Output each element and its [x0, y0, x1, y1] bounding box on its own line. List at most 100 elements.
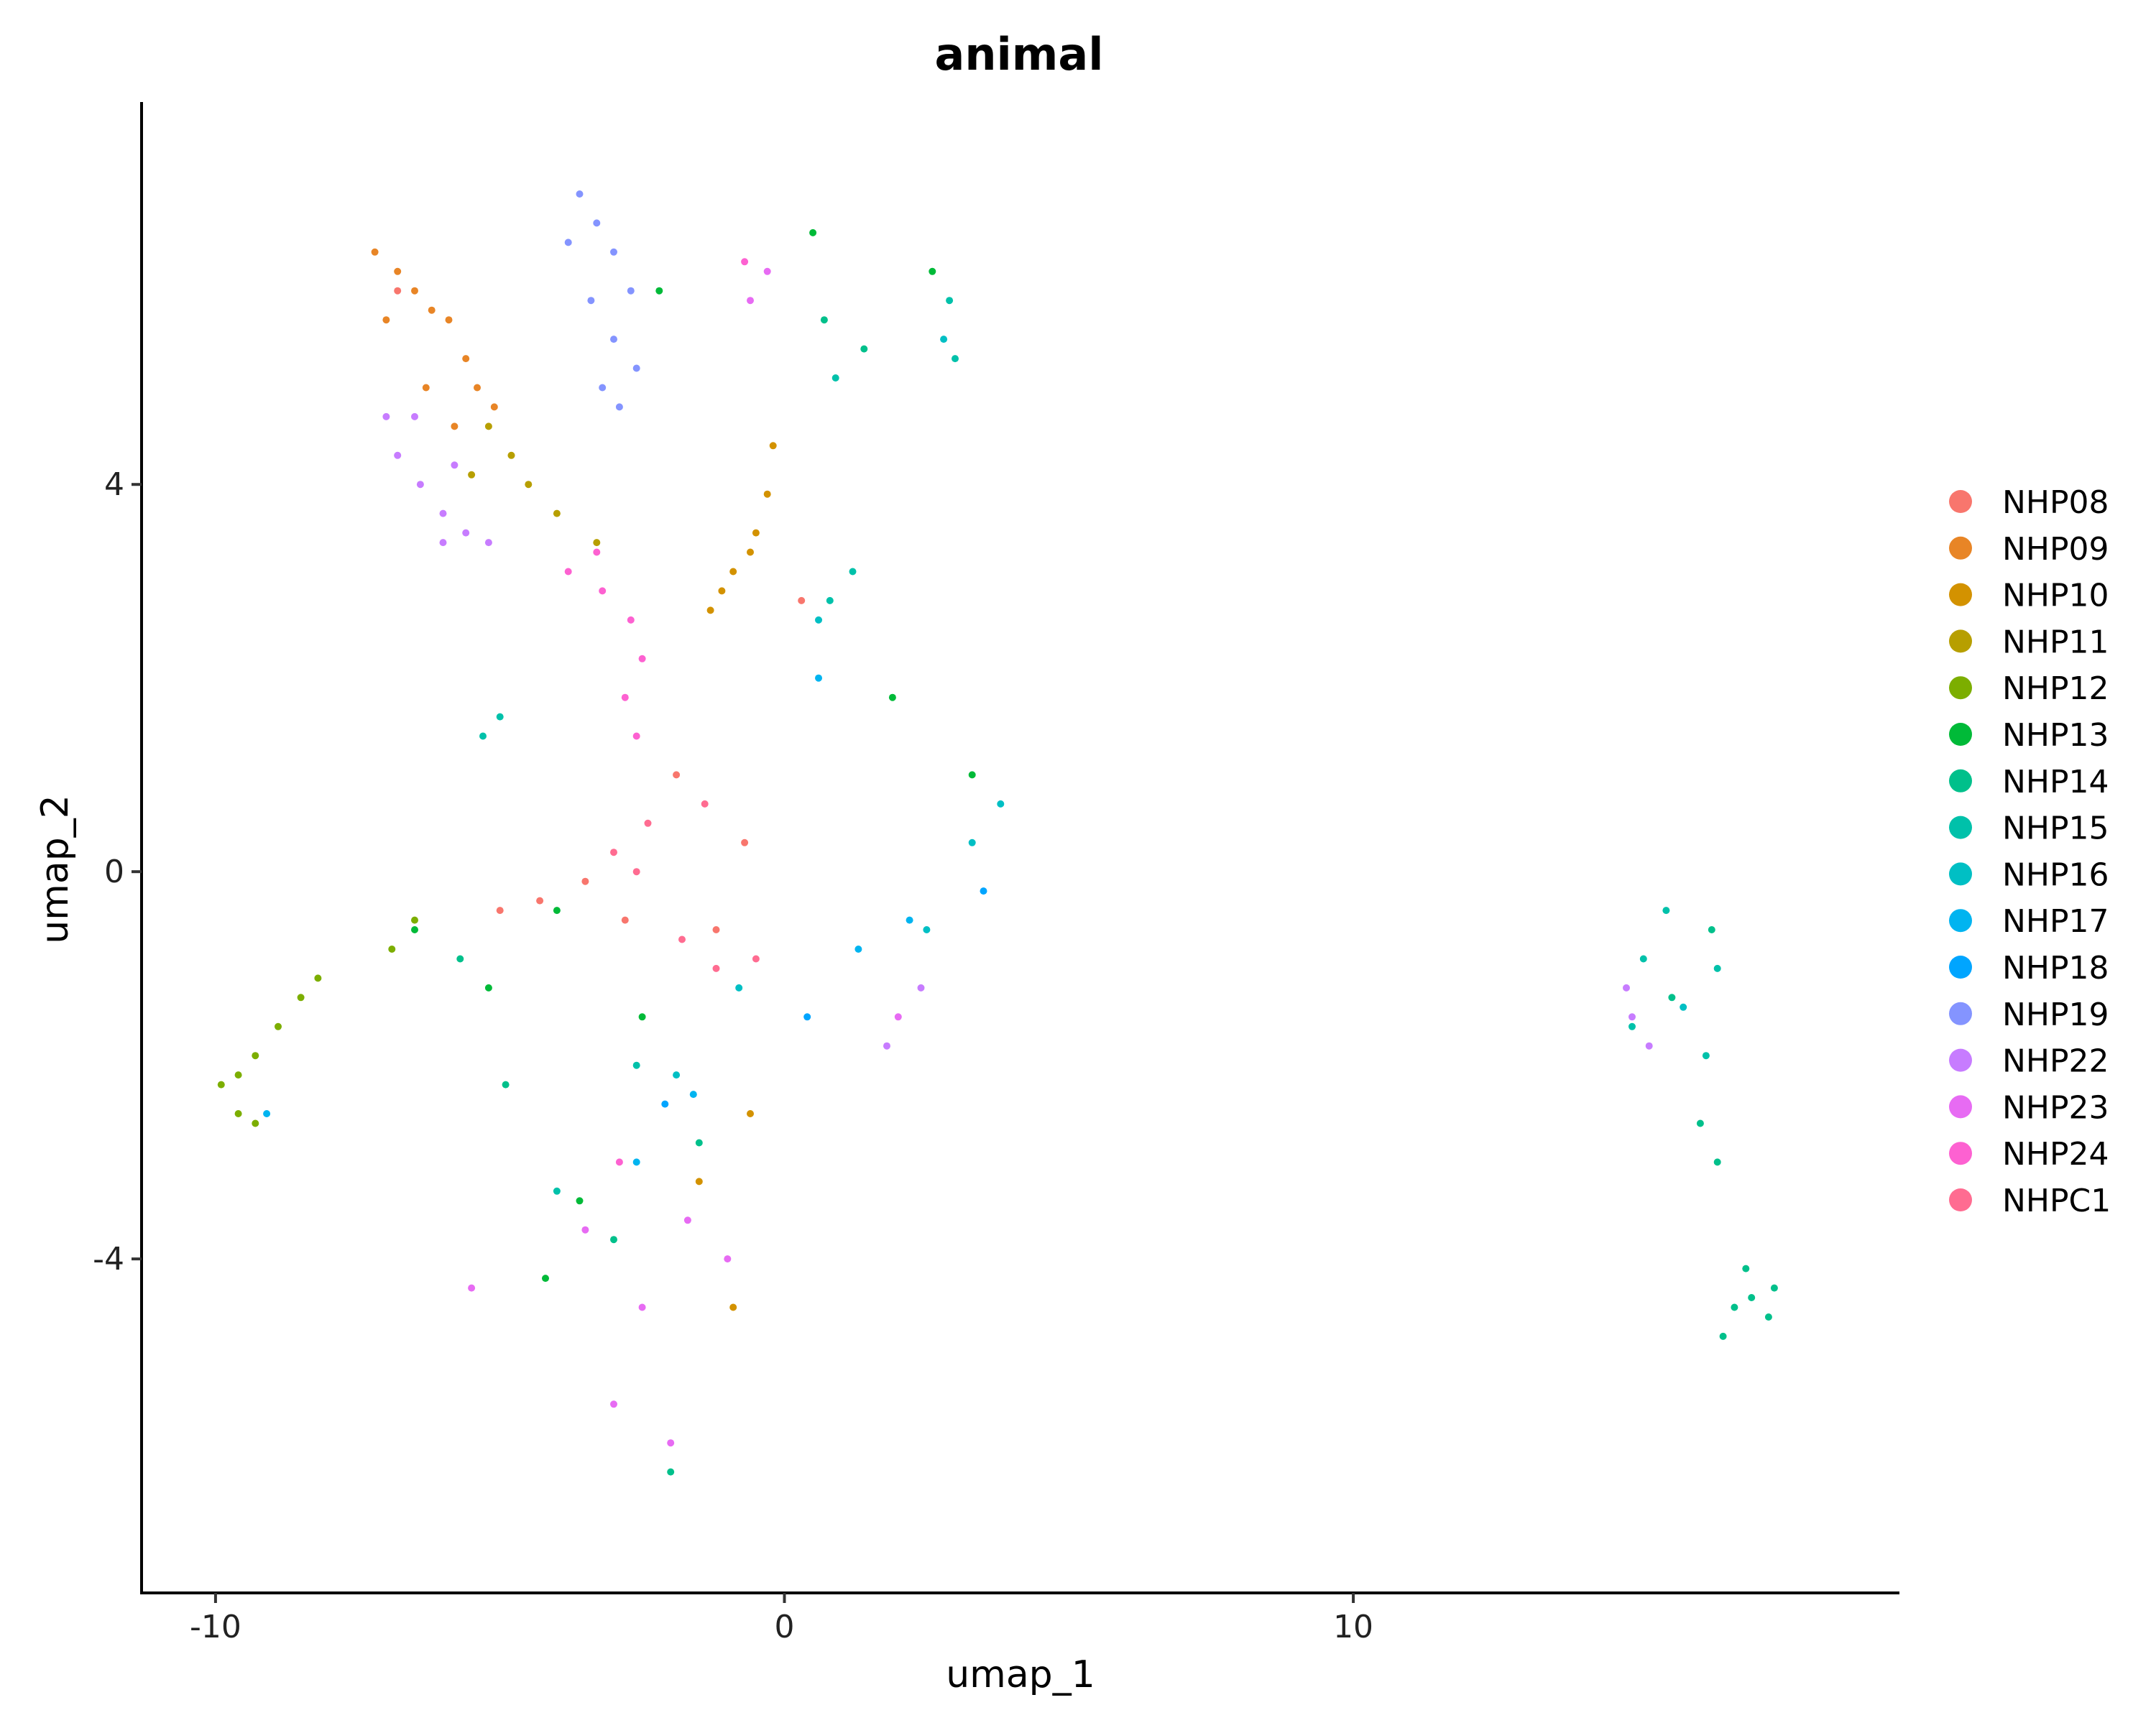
point-NHP16-0 [923, 926, 931, 933]
point-NHP23-4 [724, 1255, 732, 1263]
y-tick-label-1: 0 [104, 854, 124, 890]
x-axis-label: umap_1 [946, 1653, 1095, 1696]
point-NHP14-6 [1713, 1158, 1721, 1166]
point-NHP15-12 [952, 355, 959, 363]
legend-item-NHP09: NHP09 [1949, 531, 2109, 568]
point-NHP22-4 [484, 539, 492, 547]
point-NHP14-0 [1731, 1303, 1738, 1311]
point-NHP15-1 [1639, 955, 1647, 963]
point-NHP16-3 [673, 1071, 681, 1079]
point-NHP16-5 [815, 616, 822, 624]
series-NHP12 [217, 916, 418, 1127]
point-NHP22-7 [451, 461, 459, 469]
point-NHP11-0 [484, 422, 492, 430]
point-NHP09-5 [462, 355, 470, 363]
point-NHP10-8 [747, 1110, 754, 1117]
point-NHPC1-6 [632, 868, 640, 876]
point-NHP15-6 [849, 568, 857, 576]
point-NHP10-6 [706, 606, 714, 614]
point-NHP24-3 [638, 655, 646, 662]
point-NHP14-7 [1696, 1119, 1704, 1127]
point-NHP12-8 [388, 946, 396, 953]
point-NHP09-0 [371, 248, 379, 256]
point-NHP12-2 [252, 1052, 259, 1060]
point-NHP24-6 [593, 548, 601, 556]
legend-label-NHP16: NHP16 [2002, 856, 2109, 893]
legend-item-NHP11: NHP11 [1949, 624, 2109, 660]
point-NHP12-3 [275, 1022, 282, 1030]
point-NHP24-1 [599, 587, 607, 595]
legend-label-NHP17: NHP17 [2002, 903, 2109, 940]
legend-key-NHP17 [1949, 909, 1972, 933]
legend-key-NHP22 [1949, 1048, 1972, 1072]
series-NHPC1 [610, 800, 760, 972]
point-NHP14-13 [667, 1468, 675, 1476]
legend-label-NHP19: NHP19 [2002, 997, 2109, 1033]
legend: NHP08 NHP09 NHP10 NHP11 NHP12 NHP13 NHP14 NHP15… [1949, 484, 2111, 1219]
point-NHP14-5 [1770, 1284, 1778, 1292]
series-NHP22 [382, 412, 1653, 1050]
legend-item-NHPC1: NHPC1 [1949, 1183, 2111, 1219]
series-NHP15 [479, 297, 1721, 1195]
legend-key-NHP13 [1949, 723, 1972, 746]
point-NHP23-5 [683, 1216, 691, 1224]
legend-label-NHP08: NHP08 [2002, 484, 2109, 521]
point-NHP15-0 [1662, 907, 1670, 915]
point-NHP15-5 [826, 596, 834, 604]
point-NHP19-0 [576, 190, 584, 198]
point-NHP15-4 [1702, 1052, 1710, 1060]
point-NHP09-8 [451, 422, 459, 430]
point-NHP13-8 [809, 228, 817, 236]
x-tick-label-1: 0 [774, 1609, 794, 1645]
point-NHP13-5 [542, 1275, 549, 1283]
series-NHP23 [468, 267, 902, 1447]
point-NHP16-1 [968, 838, 976, 846]
point-NHP24-2 [627, 616, 635, 624]
series-NHP09 [371, 248, 498, 430]
legend-label-NHP23: NHP23 [2002, 1089, 2109, 1126]
legend-label-NHP09: NHP09 [2002, 531, 2109, 568]
legend-item-NHP14: NHP14 [1949, 764, 2109, 800]
point-NHP14-8 [1668, 994, 1676, 1002]
legend-key-NHP10 [1949, 583, 1972, 606]
point-NHP18-2 [661, 1100, 669, 1108]
point-NHP14-3 [1719, 1332, 1727, 1340]
point-NHP19-4 [587, 297, 595, 305]
legend-item-NHP24: NHP24 [1949, 1136, 2109, 1173]
point-NHP13-0 [411, 926, 418, 933]
point-NHPC1-0 [644, 819, 652, 827]
legend-item-NHP18: NHP18 [1949, 950, 2109, 987]
point-NHP17-1 [906, 916, 913, 924]
point-NHP23-1 [610, 1400, 617, 1408]
point-NHP19-6 [632, 364, 640, 372]
series-NHP14 [456, 316, 1778, 1476]
point-NHP23-9 [581, 1226, 589, 1234]
legend-key-NHP24 [1949, 1142, 1972, 1165]
point-NHP17-3 [815, 674, 822, 682]
point-NHP09-10 [382, 316, 390, 324]
point-NHP18-1 [980, 887, 987, 895]
point-NHP16-4 [735, 984, 743, 992]
point-NHP15-9 [632, 1061, 640, 1069]
point-NHP22-12 [883, 1042, 890, 1050]
point-NHP12-5 [314, 974, 322, 982]
point-NHP14-9 [1708, 926, 1715, 933]
point-NHP22-9 [1628, 1013, 1636, 1021]
point-NHP17-2 [689, 1091, 697, 1099]
point-NHPC1-1 [610, 849, 617, 856]
point-NHP13-1 [484, 984, 492, 992]
legend-item-NHP22: NHP22 [1949, 1043, 2109, 1080]
point-NHP16-2 [997, 800, 1005, 808]
legend-key-NHP09 [1949, 536, 1972, 560]
legend-item-NHP10: NHP10 [1949, 578, 2109, 614]
point-NHP15-10 [553, 1187, 561, 1195]
point-NHP08-7 [496, 907, 504, 915]
point-NHP17-0 [854, 946, 862, 953]
point-NHP22-13 [439, 539, 447, 547]
point-NHP23-2 [667, 1439, 675, 1447]
legend-key-NHP11 [1949, 629, 1972, 653]
point-NHPC1-3 [712, 964, 720, 972]
point-NHP24-7 [615, 1158, 623, 1166]
